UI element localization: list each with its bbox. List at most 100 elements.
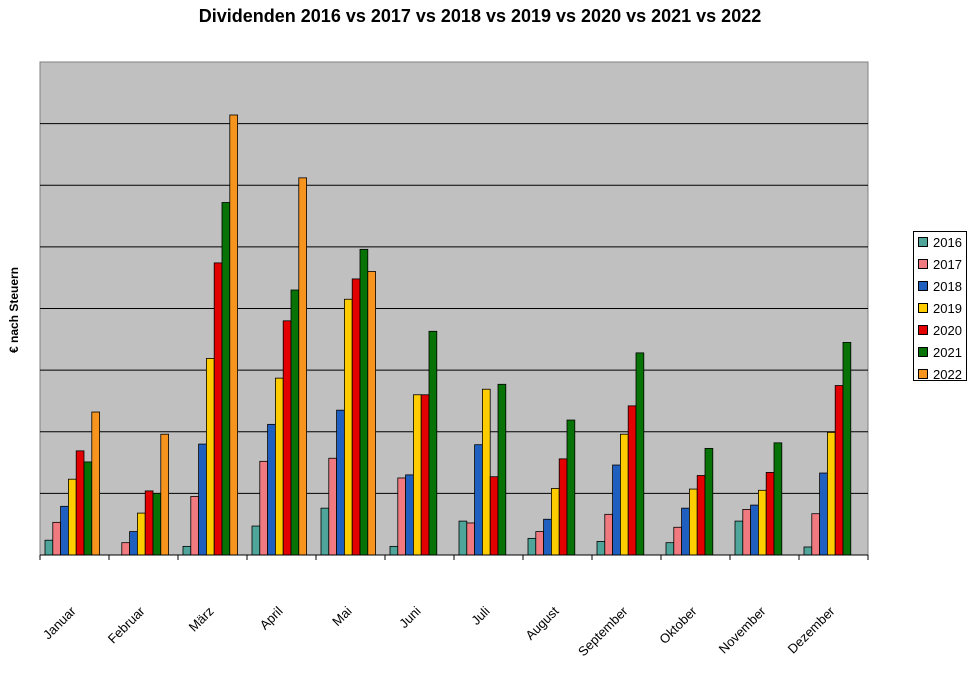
bar-2021-Oktober (704, 447, 714, 556)
x-tick-label: Februar (105, 603, 148, 646)
bar-2021-Januar (83, 461, 93, 556)
bar-2021-Juli (497, 383, 507, 556)
legend-swatch (918, 347, 928, 357)
bar-2022-Mai (367, 271, 376, 556)
legend-label: 2021 (933, 344, 962, 360)
bar-2017-April (259, 460, 268, 556)
bar-2018-April (267, 423, 276, 556)
bar-2016-Dezember (803, 546, 813, 556)
legend-item-2022: 2022 (918, 366, 962, 382)
bar-2021-August (566, 419, 576, 556)
bar-2018-Juli (474, 444, 483, 556)
x-tick-label: Januar (40, 603, 79, 642)
bar-2021-Februar (152, 492, 162, 556)
x-tick-label: November (716, 603, 769, 656)
bar-2018-Oktober (681, 507, 690, 556)
bar-2018-Juni (405, 474, 414, 556)
bar-2021-Juni (428, 330, 438, 556)
bar-2018-September (612, 464, 621, 556)
x-tick-label: April (257, 603, 286, 632)
bar-2019-November (758, 489, 767, 556)
bar-2020-Januar (75, 450, 85, 556)
legend-label: 2016 (933, 234, 962, 250)
bar-2016-November (734, 520, 744, 556)
x-axis (39, 554, 869, 560)
bar-2016-September (596, 541, 606, 556)
legend: 2016 2017 2018 2019 2020 2021 2022 (913, 231, 967, 382)
bar-2016-Mai (320, 507, 330, 556)
x-tick-label: Mai (329, 603, 354, 628)
bar-2017-Oktober (673, 526, 682, 556)
legend-item-2018: 2018 (918, 278, 962, 294)
gridlines (40, 123, 868, 494)
bar-2016-März (182, 545, 192, 556)
legend-swatch (918, 281, 928, 291)
bar-2021-Mai (359, 248, 369, 556)
x-tick-label: September (575, 603, 631, 659)
bar-2016-Juli (458, 520, 468, 556)
bar-2022-März (229, 114, 239, 556)
bar-2019-Juni (412, 394, 422, 556)
bar-2019-Februar (136, 512, 146, 556)
legend-label: 2017 (933, 256, 962, 272)
legend-label: 2020 (933, 322, 962, 338)
bar-2017-September (604, 513, 613, 556)
bar-2020-Oktober (696, 475, 706, 556)
bar-2018-Dezember (819, 472, 828, 556)
legend-item-2017: 2017 (918, 256, 962, 272)
x-tick-labels: Januar Februar März April Mai Juni Juli August S… (40, 603, 838, 659)
bar-2021-Dezember (842, 341, 852, 556)
bar-2019-August (551, 488, 560, 556)
bar-2021-November (773, 442, 783, 556)
bar-2022-Februar (160, 433, 170, 556)
bar-2020-Juni (420, 394, 430, 556)
bar-2020-November (765, 472, 775, 556)
legend-item-2021: 2021 (918, 344, 962, 360)
bar-2017-März (190, 496, 200, 556)
legend-swatch (918, 259, 928, 269)
bar-2019-Oktober (689, 488, 698, 556)
bar-2019-September (620, 433, 629, 556)
bar-2018-Februar (129, 531, 138, 556)
bar-2017-Dezember (811, 513, 820, 556)
bar-2017-November (742, 508, 751, 556)
bar-2019-Januar (68, 478, 77, 556)
x-tick-label: März (186, 604, 217, 635)
legend-label: 2018 (933, 278, 962, 294)
x-tick-label: Dezember (785, 603, 838, 656)
bar-2018-März (198, 443, 207, 556)
bar-2016-Oktober (665, 542, 675, 556)
bar-2020-Dezember (834, 385, 844, 556)
bar-2019-Juli (481, 388, 491, 556)
bar-2017-Juli (466, 522, 475, 556)
bar-2022-Januar (91, 411, 101, 556)
bar-2020-April (282, 320, 292, 556)
bar-2020-März (213, 262, 223, 556)
bar-2019-Dezember (827, 431, 836, 556)
bar-2018-November (750, 504, 759, 556)
x-tick-label: August (522, 603, 561, 642)
bar-2020-September (627, 405, 637, 556)
bar-2020-August (558, 458, 568, 556)
bar-2018-August (543, 518, 552, 556)
bar-2016-Januar (44, 539, 54, 556)
x-tick-label: Oktober (656, 603, 700, 647)
chart-title: Dividenden 2016 vs 2017 vs 2018 vs 2019 … (198, 6, 762, 26)
bar-2017-Januar (52, 521, 61, 556)
bar-2016-August (527, 537, 537, 556)
bar-2021-September (635, 352, 645, 556)
bar-2019-März (205, 358, 215, 556)
bar-2016-April (251, 525, 261, 556)
legend-item-2020: 2020 (918, 322, 962, 338)
bar-2017-Juni (397, 477, 406, 556)
x-tick-label: Juli (468, 603, 492, 627)
bar-2016-Juni (389, 545, 399, 556)
legend-swatch (918, 325, 928, 335)
bar-2021-April (290, 289, 300, 556)
bar-2017-Mai (328, 457, 337, 556)
bar-2017-Februar (121, 542, 131, 556)
bar-2021-März (221, 202, 231, 556)
legend-item-2019: 2019 (918, 300, 962, 316)
legend-swatch (918, 237, 928, 247)
